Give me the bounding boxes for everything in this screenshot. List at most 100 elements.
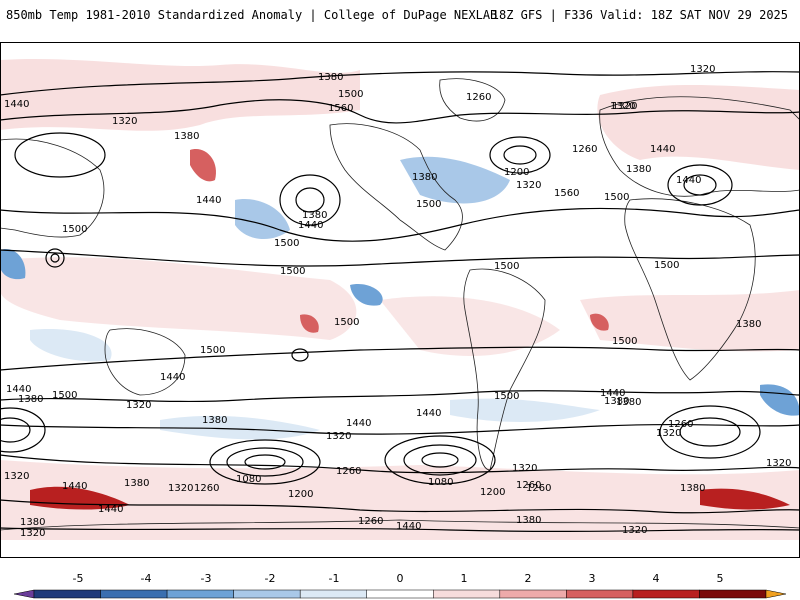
contour-label: 1380 [516, 515, 541, 526]
contour-label: 1500 [334, 317, 359, 328]
contour-label: 1500 [494, 391, 519, 402]
warm-anomaly [380, 296, 560, 356]
contour-label: 1380 [202, 415, 227, 426]
contour-label: 1320 [766, 458, 791, 469]
contour-line [0, 390, 800, 403]
contour-label: 1560 [554, 188, 579, 199]
warm-anomaly [0, 58, 360, 131]
colorbar-tick-label: 4 [652, 572, 660, 585]
contour-line [14, 132, 106, 178]
warm-anomaly [580, 290, 800, 352]
contour-line [503, 145, 537, 165]
colorbar-tick-label: 5 [716, 572, 724, 585]
colorbar-tick-label: 2 [524, 572, 532, 585]
contour-label: 1440 [196, 195, 221, 206]
contour-label: 1380 [680, 483, 705, 494]
contour-label: 1440 [676, 175, 701, 186]
contour-label: 1440 [416, 408, 441, 419]
warm-anomaly [0, 460, 800, 540]
contour-label: 1500 [416, 199, 441, 210]
contour-label: 1500 [280, 266, 305, 277]
contour-label: 1440 [160, 372, 185, 383]
colorbar-cell [233, 589, 301, 599]
coastline-africa [624, 198, 756, 381]
warm-anomaly [700, 488, 790, 510]
contour-line [489, 136, 551, 174]
colorbar-cell [33, 589, 101, 599]
contour-label: 1380 [604, 396, 629, 407]
colorbar-tick-label: 3 [588, 572, 596, 585]
contour-label: 1320 [610, 101, 635, 112]
contour-label: 1440 [650, 144, 675, 155]
contour-line [0, 417, 31, 443]
cold-anomaly [160, 415, 320, 440]
colorbar-tick-label: -4 [140, 572, 152, 585]
contour-line [683, 174, 717, 196]
contour-line [0, 407, 46, 453]
colorbar: -5 -4 -3 -2 -1 0 1 2 3 4 5 [0, 572, 800, 600]
colorbar-cell [632, 589, 700, 599]
colorbar-tick-label: -1 [328, 572, 340, 585]
contour-label: 1380 [616, 397, 641, 408]
contour-label: 1500 [494, 261, 519, 272]
warm-anomaly [597, 85, 800, 170]
warm-anomaly [300, 314, 319, 333]
contour-label: 1380 [736, 319, 761, 330]
coastline-antarctica [0, 519, 800, 531]
colorbar-cell [299, 589, 367, 599]
cold-anomaly [350, 284, 383, 306]
contour-line [295, 187, 325, 213]
contour-label: 1380 [18, 394, 43, 405]
contour-line [0, 527, 800, 533]
colorbar-tick-label: -5 [72, 572, 84, 585]
contour-label: 1380 [20, 517, 45, 528]
contour-label: 1200 [288, 489, 313, 500]
contour-label: 1440 [98, 504, 123, 515]
contour-label: 1500 [654, 260, 679, 271]
contour-line [50, 253, 60, 263]
anomaly-shading [0, 58, 800, 540]
contour-label: 1320 [112, 116, 137, 127]
cold-anomaly [0, 249, 26, 280]
contour-label: 1320 [126, 400, 151, 411]
contour-label: 1320 [690, 64, 715, 75]
contour-line [421, 452, 459, 468]
coastline-australia [104, 328, 186, 396]
contour-label: 1380 [174, 131, 199, 142]
contour-label: 1200 [504, 167, 529, 178]
coastline-asia-east [0, 138, 105, 238]
warm-anomaly [0, 257, 357, 340]
contour-label: 1320 [20, 528, 45, 539]
contour-label: 1440 [6, 384, 31, 395]
contour-label: 1260 [572, 144, 597, 155]
contour-label: 1500 [274, 238, 299, 249]
contour-line [226, 447, 304, 477]
contour-label: 1380 [124, 478, 149, 489]
contour-line [244, 454, 286, 470]
cold-anomaly [30, 329, 112, 362]
contour-label: 1500 [604, 192, 629, 203]
contour-label: 1260 [668, 419, 693, 430]
contour-label: 1320 [326, 431, 351, 442]
contour-label: 1200 [480, 487, 505, 498]
contour-label: 1440 [298, 220, 323, 231]
coastline-north-america [329, 123, 463, 251]
colorbar-cell [100, 589, 168, 599]
contour-label: 1500 [200, 345, 225, 356]
title-bar: 850mb Temp 1981-2010 Standardized Anomal… [0, 0, 800, 34]
coastline-eurasia [599, 96, 800, 197]
contour-label: 1560 [328, 103, 353, 114]
contour-label: 1260 [336, 466, 361, 477]
contour-line [209, 439, 321, 485]
contour-line [384, 435, 496, 485]
contour-label: 1260 [358, 516, 383, 527]
contour-line [667, 164, 733, 206]
contour-line [0, 207, 800, 242]
contour-line [659, 405, 761, 459]
contour-line [0, 71, 800, 96]
contour-line [0, 346, 800, 371]
contour-line [0, 423, 800, 435]
coastline-greenland [439, 78, 506, 122]
colorbar-cell [699, 589, 767, 599]
contour-line [403, 444, 477, 476]
